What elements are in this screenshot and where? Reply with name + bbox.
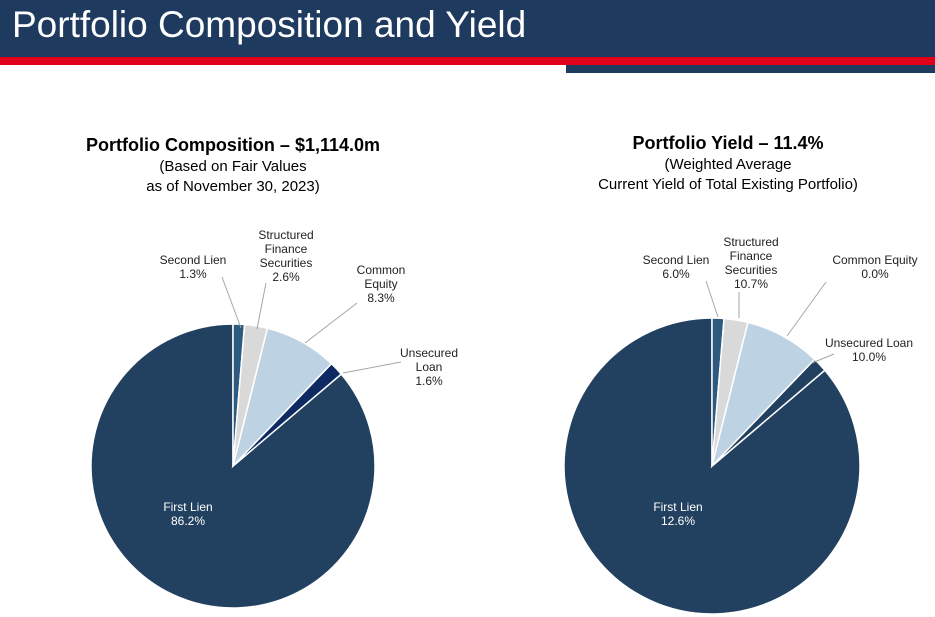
yield-subtitle-1: (Weighted Average xyxy=(664,156,792,173)
composition-leader-line-4 xyxy=(304,302,358,344)
yield-slice-label-line: 10.0% xyxy=(852,350,886,364)
yield-chart-title: Portfolio Yield – 11.4% xyxy=(632,133,824,153)
yield-slice-label-1: First Lien 12.6% xyxy=(653,500,702,528)
yield-leader-line-5 xyxy=(811,353,835,364)
yield-slice-label-line: 6.0% xyxy=(662,267,690,281)
yield-slice-label-line: First Lien xyxy=(653,500,702,514)
composition-slice-label-2: Second Lien 1.3% xyxy=(160,253,227,281)
yield-slice-label-line: Second Lien xyxy=(643,253,710,267)
composition-leader-line-3 xyxy=(256,282,267,330)
yield-slice-label-3: Structured Finance Securities 10.7% xyxy=(723,235,778,291)
yield-slice-label-5: Unsecured Loan 10.0% xyxy=(825,336,913,364)
yield-slice-label-line: 12.6% xyxy=(661,514,695,528)
composition-slice-label-line: Securities xyxy=(260,256,313,270)
composition-leader-line-2 xyxy=(221,276,242,329)
composition-pie: First Lien 86.2% Second Lien 1.3% Structured… xyxy=(90,228,458,609)
composition-slice-label-3: Structured Finance Securities 2.6% xyxy=(258,228,313,284)
composition-slice-label-line: Structured xyxy=(258,228,313,242)
yield-slice-label-line: Securities xyxy=(725,263,778,277)
accent-stripe xyxy=(0,57,935,65)
composition-slice-label-line: Second Lien xyxy=(160,253,227,267)
page-title: Portfolio Composition and Yield xyxy=(12,4,527,45)
yield-slice-label-line: 10.7% xyxy=(734,277,768,291)
yield-slice-label-line: Finance xyxy=(730,249,773,263)
composition-slice-label-line: Common xyxy=(357,263,406,277)
yield-slice-label-line: Unsecured Loan xyxy=(825,336,913,350)
composition-slice-label-line: Equity xyxy=(364,277,397,291)
composition-subtitle-1: (Based on Fair Values xyxy=(159,158,307,175)
yield-pie: First Lien 12.6% Second Lien 6.0% Structured… xyxy=(563,235,918,615)
composition-slice-label-line: 86.2% xyxy=(171,514,205,528)
yield-leader-line-4 xyxy=(786,281,827,337)
composition-chart-title: Portfolio Composition – $1,114.0m xyxy=(85,135,381,155)
yield-slice-5 xyxy=(711,358,826,467)
composition-slice-label-line: Unsecured xyxy=(400,346,458,360)
yield-slice-label-line: 0.0% xyxy=(861,267,889,281)
yield-subtitle-2: Current Yield of Total Existing Portfoli… xyxy=(598,176,858,193)
yield-slice-label-2: Second Lien 6.0% xyxy=(643,253,710,281)
composition-subtitle-2: as of November 30, 2023) xyxy=(146,178,320,195)
yield-slice-label-line: Common Equity xyxy=(832,253,917,267)
header-band: Portfolio Composition and Yield xyxy=(0,0,935,57)
composition-slice-label-4: Common Equity 8.3% xyxy=(357,263,406,305)
composition-leader-line-5 xyxy=(342,361,402,374)
composition-slice-label-line: 8.3% xyxy=(367,291,395,305)
composition-slice-label-line: Finance xyxy=(265,242,308,256)
composition-slice-label-5: Unsecured Loan 1.6% xyxy=(400,346,458,388)
composition-slice-label-1: First Lien 86.2% xyxy=(163,500,212,528)
yield-leader-line-2 xyxy=(705,280,719,318)
composition-slice-label-line: Loan xyxy=(416,360,443,374)
composition-slice-5 xyxy=(232,362,343,467)
composition-slice-label-line: 1.3% xyxy=(179,267,207,281)
composition-slice-label-line: 2.6% xyxy=(272,270,300,284)
yield-slice-label-line: Structured xyxy=(723,235,778,249)
yield-title-block: Portfolio Yield – 11.4% (Weighted Averag… xyxy=(558,131,898,195)
accent-stripe-blue xyxy=(566,65,935,73)
composition-slice-label-line: First Lien xyxy=(163,500,212,514)
composition-slice-label-line: 1.6% xyxy=(415,374,443,388)
yield-slice-label-4: Common Equity 0.0% xyxy=(832,253,917,281)
composition-title-block: Portfolio Composition – $1,114.0m (Based… xyxy=(58,133,408,197)
